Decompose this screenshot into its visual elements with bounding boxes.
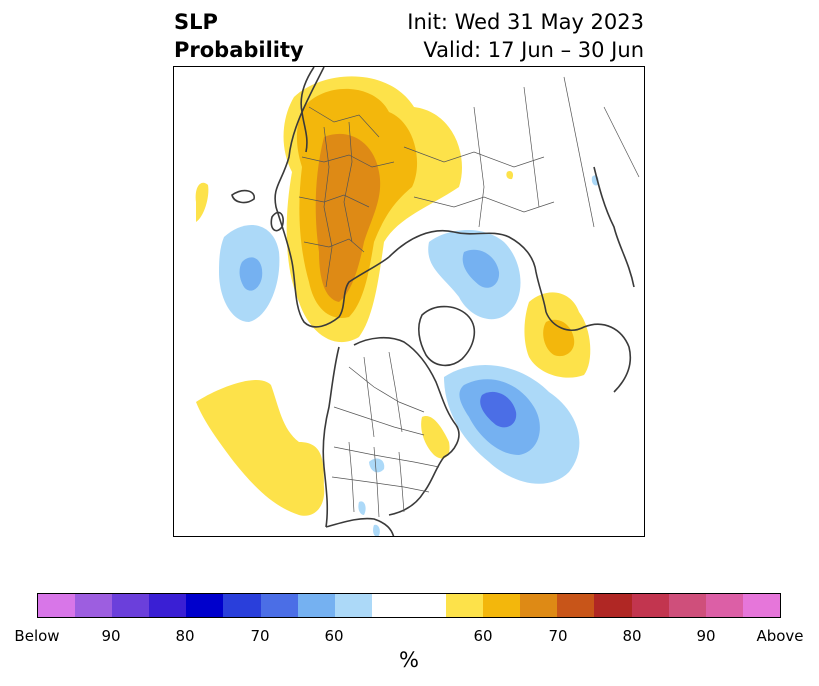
coast-ireland-uk bbox=[270, 211, 284, 232]
colorbar-segment-2 bbox=[112, 594, 150, 617]
colorbar-segment-6 bbox=[260, 594, 298, 617]
colorbar-tick-below-70: 70 bbox=[250, 627, 270, 645]
colorbar-segment-0 bbox=[38, 594, 76, 617]
colorbar-segment-19 bbox=[742, 594, 780, 617]
colorbar-segment-7 bbox=[297, 594, 335, 617]
colorbar-segment-1 bbox=[75, 594, 113, 617]
colorbar-segment-18 bbox=[705, 594, 743, 617]
below-region-atlantic-mid bbox=[239, 257, 263, 291]
valid-range: Valid: 17 Jun – 30 Jun bbox=[423, 38, 644, 62]
colorbar-segment-10 bbox=[408, 594, 447, 617]
border-europe-6 bbox=[343, 121, 353, 243]
border-europe-3 bbox=[298, 194, 370, 208]
coast-greenland bbox=[417, 305, 476, 367]
border-us-4 bbox=[373, 446, 380, 518]
border-asia-6 bbox=[603, 106, 640, 178]
colorbar-segment-9 bbox=[371, 594, 409, 617]
colorbar-tick-above-60: 60 bbox=[473, 627, 493, 645]
below-region-labrador-dark bbox=[480, 391, 517, 428]
border-canada-2 bbox=[333, 406, 425, 436]
colorbar-tick-below-60: 60 bbox=[324, 627, 344, 645]
colorbar-tick-above-80: 80 bbox=[622, 627, 642, 645]
border-canada-1 bbox=[348, 366, 425, 413]
colorbar-segment-4 bbox=[186, 594, 224, 617]
colorbar-tick-above-70: 70 bbox=[548, 627, 568, 645]
borders bbox=[298, 76, 640, 518]
border-canada-3 bbox=[363, 356, 375, 438]
colorbar-unit: % bbox=[399, 648, 419, 672]
border-us-3 bbox=[348, 441, 355, 513]
title-variable: SLP bbox=[174, 10, 218, 34]
map-canvas bbox=[195, 67, 640, 536]
border-europe-2 bbox=[301, 154, 395, 168]
above-region-atlantic bbox=[196, 380, 325, 516]
colorbar-segment-16 bbox=[631, 594, 669, 617]
coast-gulf bbox=[325, 517, 395, 536]
border-asia-1 bbox=[403, 146, 545, 168]
border-europe-4 bbox=[303, 238, 365, 253]
colorbar-tick-below-90: 90 bbox=[101, 627, 121, 645]
border-asia-4 bbox=[523, 86, 540, 208]
colorbar-tick-above: Above bbox=[756, 627, 804, 645]
above-region-siberia-small bbox=[506, 170, 514, 180]
border-us-5 bbox=[398, 451, 405, 513]
coast-north-america-east bbox=[388, 424, 460, 516]
below-region-us-south bbox=[369, 458, 385, 473]
coastlines bbox=[231, 67, 635, 536]
colorbar-segment-8 bbox=[334, 594, 372, 617]
probability-map bbox=[173, 66, 645, 537]
title-type: Probability bbox=[174, 38, 304, 62]
coast-east-asia bbox=[593, 166, 635, 288]
above-region-central-us bbox=[421, 416, 450, 459]
colorbar-tick-below: Below bbox=[14, 627, 60, 645]
border-asia-5 bbox=[563, 76, 595, 228]
coast-russia-arctic bbox=[388, 230, 547, 313]
coast-scandinavia bbox=[300, 67, 315, 153]
coast-north-america-west bbox=[322, 346, 340, 528]
colorbar-tick-below-80: 80 bbox=[175, 627, 195, 645]
colorbar-segment-11 bbox=[446, 594, 484, 617]
map-dates: Init: Wed 31 May 2023 Valid: 17 Jun – 30… bbox=[407, 8, 644, 64]
colorbar-segment-3 bbox=[149, 594, 187, 617]
border-us-2 bbox=[331, 476, 430, 493]
coast-europe-west bbox=[274, 67, 390, 328]
above-region-alaska-mid bbox=[543, 319, 575, 357]
border-us-1 bbox=[333, 446, 440, 468]
colorbar-segment-13 bbox=[520, 594, 558, 617]
below-region-gulf bbox=[373, 524, 380, 536]
below-region-siberia-mid bbox=[462, 249, 500, 288]
border-europe-5 bbox=[323, 126, 333, 288]
border-asia-3 bbox=[473, 106, 485, 228]
colorbar-segment-5 bbox=[223, 594, 261, 617]
border-canada-4 bbox=[388, 351, 403, 433]
colorbar bbox=[37, 593, 781, 618]
colorbar-segment-12 bbox=[483, 594, 521, 617]
above-region-europe-dark bbox=[315, 133, 381, 302]
coast-canada-arctic bbox=[353, 336, 457, 426]
above-region-greenland-sea bbox=[195, 182, 209, 222]
colorbar-segment-14 bbox=[557, 594, 595, 617]
border-asia-2 bbox=[413, 196, 555, 213]
below-region-us-southwest bbox=[358, 501, 366, 515]
border-europe-1 bbox=[308, 106, 380, 138]
colorbar-segment-17 bbox=[668, 594, 706, 617]
init-date: Init: Wed 31 May 2023 bbox=[407, 10, 644, 34]
colorbar-segment-15 bbox=[594, 594, 632, 617]
map-title: SLP Probability bbox=[174, 8, 304, 64]
coast-iceland bbox=[231, 189, 255, 204]
colorbar-tick-above-90: 90 bbox=[696, 627, 716, 645]
coast-alaska bbox=[545, 311, 632, 393]
